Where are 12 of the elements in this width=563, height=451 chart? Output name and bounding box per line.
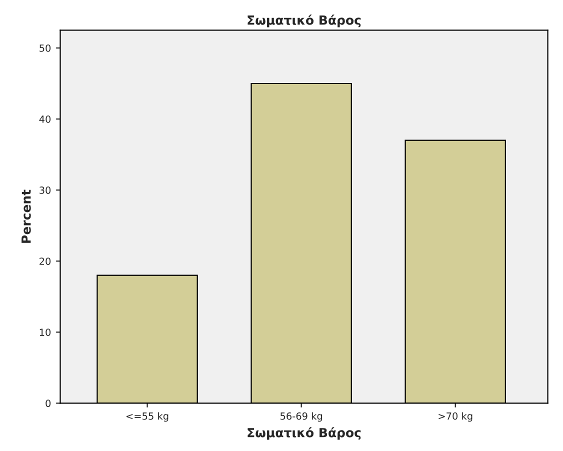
y-tick-label: 50	[40, 44, 51, 52]
y-tick-label: 30	[40, 186, 51, 194]
y-axis-title: Percent	[22, 190, 31, 243]
y-tick-label: 20	[40, 258, 51, 265]
y-tick-label: 40	[39, 116, 51, 123]
x-axis-title: Σωματικό Βάρος	[248, 427, 361, 440]
x-tick-label: <=55 kg	[126, 412, 168, 422]
y-tick-label: 10	[40, 328, 51, 336]
chart-title: Σωματικό Βάρος	[248, 14, 361, 28]
y-tick-label: 0	[46, 400, 51, 408]
x-tick-label: 56-69 kg	[280, 412, 322, 422]
x-tick-label: >70 kg	[438, 412, 472, 422]
